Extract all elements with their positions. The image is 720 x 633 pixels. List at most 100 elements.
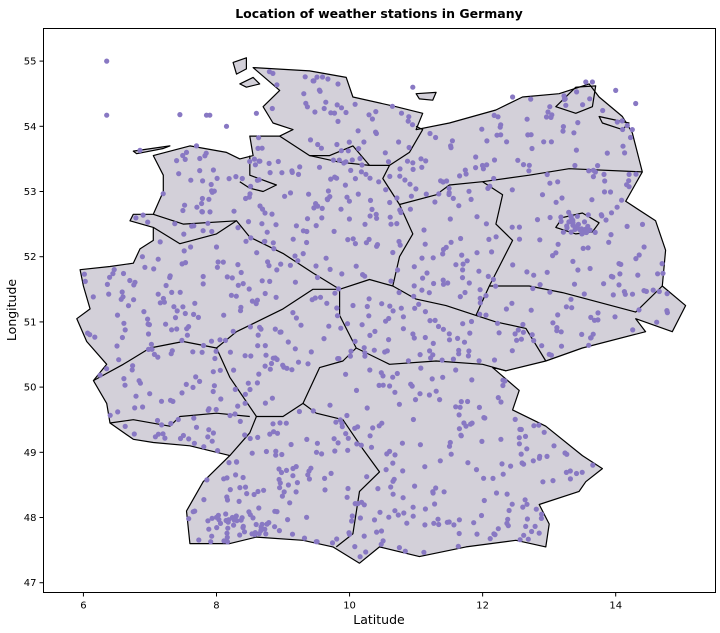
station-point bbox=[215, 448, 221, 454]
station-point bbox=[272, 326, 278, 332]
station-point bbox=[194, 204, 200, 210]
station-point bbox=[247, 158, 253, 165]
station-point bbox=[528, 132, 534, 138]
station-point bbox=[334, 141, 340, 148]
y-tick-label: 51 bbox=[24, 317, 37, 328]
station-point bbox=[259, 145, 265, 151]
station-point bbox=[149, 346, 155, 352]
station-point bbox=[308, 349, 314, 355]
station-point bbox=[179, 337, 185, 343]
station-point bbox=[287, 262, 293, 268]
station-point bbox=[160, 431, 166, 437]
station-point bbox=[323, 99, 329, 105]
country-border bbox=[76, 67, 687, 564]
station-point bbox=[509, 348, 515, 354]
station-point bbox=[485, 273, 491, 279]
station-point bbox=[211, 188, 217, 194]
station-point bbox=[400, 314, 406, 320]
station-point bbox=[433, 485, 439, 491]
station-point bbox=[422, 241, 428, 247]
station-point bbox=[450, 195, 456, 201]
station-point bbox=[253, 521, 259, 528]
station-point bbox=[445, 280, 451, 286]
station-point bbox=[97, 372, 103, 378]
station-point bbox=[206, 526, 212, 532]
station-point bbox=[586, 168, 592, 174]
station-point bbox=[215, 259, 221, 265]
station-point bbox=[524, 269, 530, 275]
station-point bbox=[120, 270, 127, 277]
station-point bbox=[214, 525, 220, 531]
station-point bbox=[538, 515, 545, 522]
station-point bbox=[396, 289, 402, 296]
station-point bbox=[235, 225, 241, 231]
station-point bbox=[436, 521, 442, 528]
station-point bbox=[362, 350, 368, 356]
station-point bbox=[583, 79, 589, 85]
station-point bbox=[92, 334, 98, 340]
station-point bbox=[262, 363, 268, 369]
station-point bbox=[498, 436, 504, 442]
station-point bbox=[504, 520, 510, 527]
station-point bbox=[237, 485, 243, 491]
station-point bbox=[188, 244, 194, 250]
station-point bbox=[314, 440, 320, 446]
station-point bbox=[477, 300, 483, 306]
station-point bbox=[568, 296, 574, 302]
station-point bbox=[484, 138, 490, 144]
station-point bbox=[306, 191, 312, 197]
station-point bbox=[398, 110, 405, 116]
station-point bbox=[292, 253, 298, 259]
station-point bbox=[331, 228, 337, 234]
station-point bbox=[325, 188, 331, 194]
station-point bbox=[162, 435, 168, 441]
station-point bbox=[107, 274, 113, 280]
station-point bbox=[563, 304, 570, 310]
station-point bbox=[300, 251, 306, 257]
station-point bbox=[520, 504, 526, 510]
station-point bbox=[255, 488, 261, 495]
station-point bbox=[202, 153, 208, 159]
station-point bbox=[550, 478, 556, 484]
station-point bbox=[366, 313, 372, 319]
station-point bbox=[410, 166, 416, 172]
station-point bbox=[140, 404, 146, 410]
station-point bbox=[205, 220, 211, 226]
station-point bbox=[554, 325, 560, 331]
station-point bbox=[205, 434, 211, 440]
station-point bbox=[456, 412, 462, 418]
station-point bbox=[246, 509, 252, 515]
plot-area bbox=[76, 57, 687, 564]
station-point bbox=[398, 305, 404, 311]
state-border-11 bbox=[489, 285, 663, 313]
station-point bbox=[85, 330, 91, 336]
station-point bbox=[328, 110, 334, 116]
station-point bbox=[183, 149, 190, 155]
station-point bbox=[533, 506, 539, 512]
station-point bbox=[430, 340, 436, 346]
station-point bbox=[390, 478, 396, 484]
station-point bbox=[327, 266, 333, 272]
station-point bbox=[574, 213, 581, 219]
station-point bbox=[174, 308, 180, 314]
station-point bbox=[641, 288, 647, 294]
station-point bbox=[505, 516, 511, 522]
station-point bbox=[487, 536, 493, 542]
station-point bbox=[345, 237, 351, 243]
station-point bbox=[564, 225, 570, 231]
station-point bbox=[626, 171, 632, 177]
station-point bbox=[587, 96, 593, 102]
station-point bbox=[450, 356, 456, 362]
station-point bbox=[394, 221, 400, 227]
station-point bbox=[579, 331, 585, 337]
station-point bbox=[379, 420, 385, 426]
station-point bbox=[394, 370, 400, 377]
station-point bbox=[460, 261, 466, 267]
station-point bbox=[417, 442, 423, 448]
station-point bbox=[456, 530, 462, 537]
station-point bbox=[269, 105, 275, 112]
station-point bbox=[197, 155, 203, 162]
station-point bbox=[537, 237, 543, 243]
station-point bbox=[560, 229, 567, 235]
station-point bbox=[167, 274, 173, 281]
